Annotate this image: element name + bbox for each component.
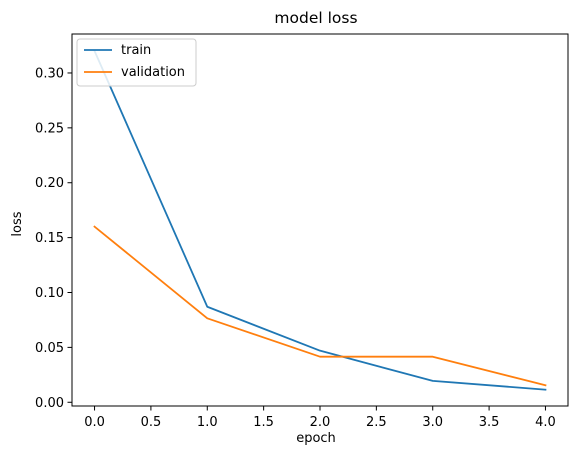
x-tick-label: 0.5 — [141, 415, 162, 430]
y-tick-label: 0.20 — [35, 176, 64, 191]
x-tick-label: 1.5 — [253, 415, 274, 430]
y-tick-label: 0.15 — [35, 231, 64, 246]
y-axis-label: loss — [10, 211, 25, 236]
y-tick-label: 0.10 — [35, 286, 64, 301]
y-axis-ticks: 0.00 0.05 0.10 0.15 0.20 0.25 0.30 — [35, 66, 72, 411]
x-tick-label: 3.0 — [422, 415, 443, 430]
x-tick-label: 0.0 — [84, 415, 105, 430]
x-tick-label: 1.0 — [197, 415, 218, 430]
x-tick-label: 3.5 — [479, 415, 500, 430]
x-tick-label: 4.0 — [535, 415, 556, 430]
legend-label-train: train — [121, 43, 151, 58]
y-tick-label: 0.05 — [35, 341, 64, 356]
y-tick-label: 0.00 — [35, 396, 64, 411]
legend: train validation — [76, 38, 197, 87]
plot-series — [93, 49, 547, 391]
plot-frame — [71, 33, 569, 407]
x-tick-label: 2.0 — [310, 415, 331, 430]
chart-title: model loss — [274, 9, 357, 27]
series-line-validation — [93, 225, 547, 387]
y-tick-label: 0.30 — [35, 66, 64, 81]
legend-label-validation: validation — [121, 65, 185, 80]
y-tick-label: 0.25 — [35, 121, 64, 136]
x-axis-label: epoch — [296, 431, 336, 446]
x-tick-label: 2.5 — [366, 415, 387, 430]
x-axis-ticks: 0.0 0.5 1.0 1.5 2.0 2.5 3.0 3.5 4.0 — [84, 406, 556, 430]
series-line-train — [93, 49, 547, 391]
